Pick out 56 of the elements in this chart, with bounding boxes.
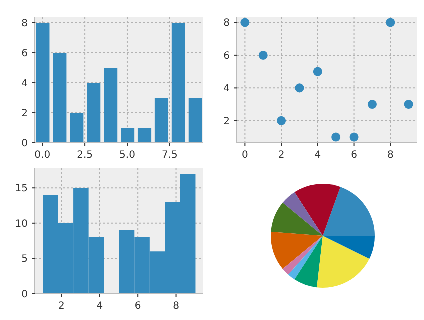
x-tick-label: 7.5 bbox=[162, 150, 178, 161]
y-tick-label: 2 bbox=[22, 108, 28, 120]
point bbox=[240, 18, 250, 28]
x-tick-label: 8 bbox=[173, 301, 180, 312]
bar bbox=[104, 68, 118, 143]
pie-slice bbox=[288, 236, 323, 280]
y-tick-label: 0 bbox=[22, 138, 28, 150]
x-tick-label: 4 bbox=[96, 301, 104, 312]
bar bbox=[121, 128, 135, 143]
bar bbox=[70, 113, 84, 143]
x-tick-label: 2.5 bbox=[77, 150, 94, 161]
bar bbox=[87, 83, 101, 143]
y-tick-label: 0 bbox=[22, 290, 28, 300]
y-tick-label: 8 bbox=[224, 18, 230, 30]
x-tick-label: 2 bbox=[278, 150, 285, 161]
x-tick-label: 8 bbox=[387, 150, 394, 161]
bar bbox=[138, 128, 152, 143]
x-tick-label: 0 bbox=[242, 150, 248, 161]
y-tick-label: 15 bbox=[15, 184, 28, 195]
point bbox=[277, 116, 286, 126]
y-tick-label: 6 bbox=[22, 48, 28, 60]
pie-slice bbox=[294, 236, 323, 288]
point bbox=[313, 67, 322, 76]
point bbox=[258, 50, 268, 60]
bar bbox=[154, 98, 169, 143]
y-tick-label: 2 bbox=[224, 116, 230, 128]
y-tick-label: 6 bbox=[224, 50, 230, 62]
y-tick-label: 8 bbox=[22, 18, 28, 30]
point bbox=[295, 84, 304, 93]
point bbox=[332, 132, 341, 142]
pie-slice bbox=[323, 236, 375, 260]
pie-slice bbox=[282, 192, 323, 236]
x-tick-label: 6 bbox=[134, 301, 142, 312]
x-tick-label: 4 bbox=[314, 150, 322, 161]
bar bbox=[53, 53, 67, 143]
point bbox=[404, 100, 414, 110]
bar bbox=[36, 23, 50, 143]
y-tick-label: 4 bbox=[22, 78, 28, 90]
bar bbox=[172, 23, 186, 143]
pie-slice bbox=[294, 184, 341, 236]
point bbox=[350, 132, 359, 142]
x-tick-label: 2 bbox=[58, 301, 65, 312]
bar bbox=[188, 98, 202, 143]
x-tick-label: 6 bbox=[351, 150, 358, 161]
pie-slice bbox=[323, 187, 375, 236]
pie-slice bbox=[271, 202, 323, 236]
x-tick-label: 5.0 bbox=[120, 150, 136, 161]
y-tick-label: 5 bbox=[22, 254, 28, 266]
y-tick-label: 4 bbox=[224, 84, 230, 95]
x-tick-label: 0.0 bbox=[34, 150, 51, 161]
pie-slice bbox=[317, 236, 370, 288]
pie-slice bbox=[271, 232, 323, 270]
point bbox=[386, 18, 396, 28]
pie-slice bbox=[282, 236, 323, 275]
point bbox=[368, 100, 377, 110]
y-tick-label: 10 bbox=[15, 218, 28, 230]
